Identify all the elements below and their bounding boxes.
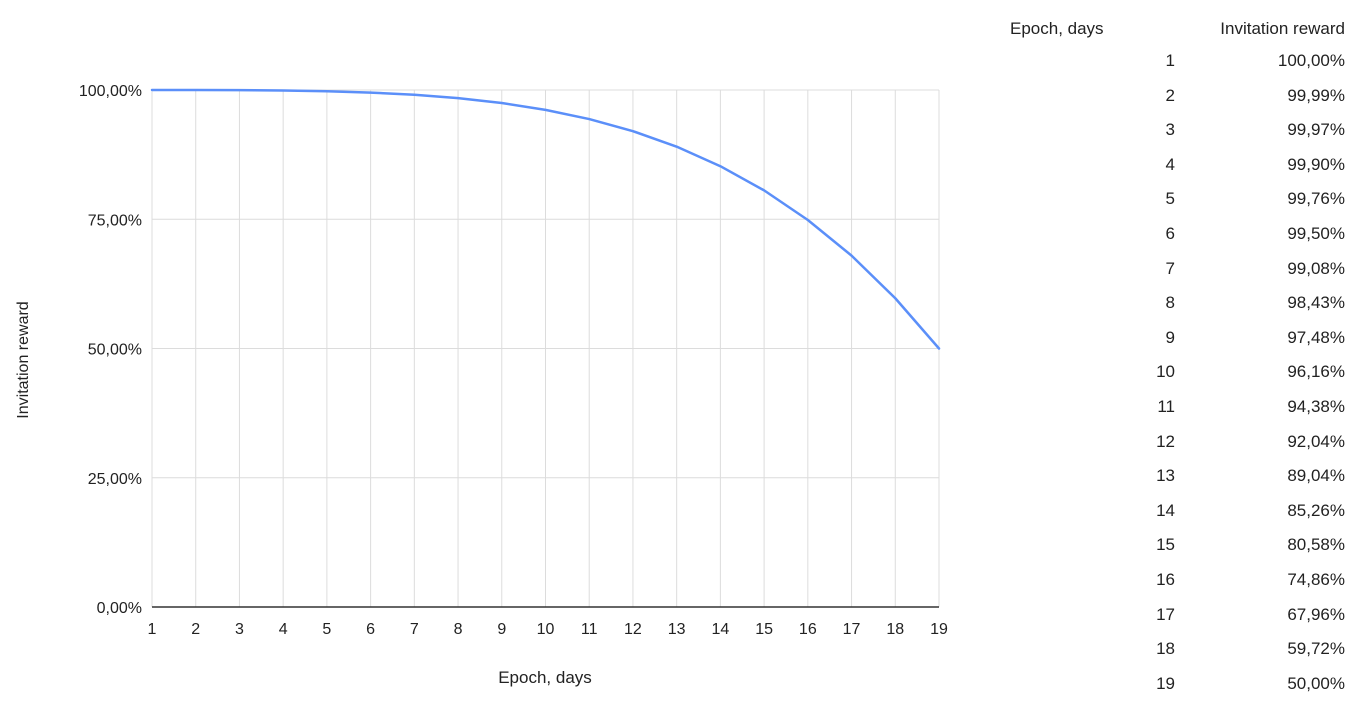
table-row: 10 96,16% xyxy=(1000,355,1345,390)
cell-epoch: 14 xyxy=(1156,500,1175,520)
table-row: 19 50,00% xyxy=(1000,667,1345,702)
table-row: 18 59,72% xyxy=(1000,632,1345,667)
cell-epoch: 19 xyxy=(1156,673,1175,693)
table-row: 17 67,96% xyxy=(1000,598,1345,633)
cell-reward: 99,76% xyxy=(1287,189,1345,209)
cell-epoch: 18 xyxy=(1156,639,1175,659)
table-row: 12 92,04% xyxy=(1000,425,1345,460)
cell-epoch: 12 xyxy=(1156,431,1175,451)
cell-reward: 99,99% xyxy=(1287,85,1345,105)
header-epoch: Epoch, days xyxy=(1010,19,1104,38)
y-tick-label: 25,00% xyxy=(88,471,142,488)
table-row: 5 99,76% xyxy=(1000,182,1345,217)
table-row: 13 89,04% xyxy=(1000,459,1345,494)
x-tick-label: 16 xyxy=(799,621,817,638)
x-tick-label: 6 xyxy=(366,621,375,638)
cell-reward: 99,97% xyxy=(1287,120,1345,140)
y-tick-label: 0,00% xyxy=(97,600,142,617)
table-row: 15 80,58% xyxy=(1000,528,1345,563)
x-tick-label: 3 xyxy=(235,621,244,638)
cell-reward: 59,72% xyxy=(1287,639,1345,659)
grid-lines xyxy=(151,89,940,607)
line-chart: 0,00%25,00%50,00%75,00%100,00%1 2 3 4 5 6 7 8 9 1… xyxy=(15,83,948,687)
x-tick-label: 13 xyxy=(668,621,686,638)
cell-epoch: 5 xyxy=(1165,189,1175,209)
x-axis-label: Epoch, days xyxy=(498,668,592,687)
x-tick-label: 7 xyxy=(410,621,419,638)
cell-epoch: 3 xyxy=(1165,120,1175,140)
x-tick-label: 10 xyxy=(537,621,555,638)
cell-reward: 98,43% xyxy=(1287,293,1345,313)
data-table-panel: Epoch, days Invitation reward 1 100,00% 2 9… xyxy=(1000,14,1345,701)
cell-epoch: 16 xyxy=(1156,569,1175,589)
table-row: 6 99,50% xyxy=(1000,217,1345,252)
cell-epoch: 4 xyxy=(1165,154,1175,174)
cell-epoch: 1 xyxy=(1165,51,1175,70)
cell-reward: 97,48% xyxy=(1287,327,1345,347)
cell-reward: 94,38% xyxy=(1287,396,1345,416)
table-row: 11 94,38% xyxy=(1000,390,1345,425)
x-tick-label: 2 xyxy=(191,621,200,638)
cell-reward: 100,00% xyxy=(1277,51,1345,70)
cell-epoch: 15 xyxy=(1156,535,1175,555)
table-row: 9 97,48% xyxy=(1000,321,1345,356)
y-tick-label: 100,00% xyxy=(79,83,142,100)
cell-epoch: 2 xyxy=(1165,85,1175,105)
table-row: 1 100,00% xyxy=(1000,44,1345,79)
series-invitation-reward xyxy=(150,88,941,350)
table-row: 4 99,90% xyxy=(1000,148,1345,183)
cell-reward: 96,16% xyxy=(1287,362,1345,382)
table-row: 8 98,43% xyxy=(1000,286,1345,321)
cell-reward: 74,86% xyxy=(1287,569,1345,589)
data-table: Epoch, days Invitation reward 1 100,00% 2 9… xyxy=(1000,14,1345,701)
x-tick-label: 4 xyxy=(279,621,288,638)
x-tick-label: 5 xyxy=(322,621,331,638)
y-axis-label: Invitation reward xyxy=(15,301,32,418)
table-body: 1 100,00% 2 99,99% 3 99,97% 4 99,90% 5 99,76% 6 99,… xyxy=(1000,44,1345,701)
cell-epoch: 17 xyxy=(1156,604,1175,624)
cell-epoch: 6 xyxy=(1165,223,1175,243)
x-tick-label: 9 xyxy=(497,621,506,638)
cell-epoch: 13 xyxy=(1156,466,1175,486)
y-tick-label: 50,00% xyxy=(88,342,142,359)
tick-labels: 0,00%25,00%50,00%75,00%100,00%1 2 3 4 5 6 7 8 9 1… xyxy=(79,83,948,638)
cell-epoch: 7 xyxy=(1165,258,1175,278)
y-tick-label: 75,00% xyxy=(88,212,142,229)
cell-reward: 50,00% xyxy=(1287,673,1345,693)
header-reward: Invitation reward xyxy=(1220,19,1345,38)
table-row: 16 74,86% xyxy=(1000,563,1345,598)
x-tick-label: 1 xyxy=(148,621,157,638)
x-tick-label: 8 xyxy=(454,621,463,638)
cell-reward: 67,96% xyxy=(1287,604,1345,624)
cell-epoch: 11 xyxy=(1157,396,1175,416)
table-row: 2 99,99% xyxy=(1000,79,1345,114)
cell-reward: 85,26% xyxy=(1287,500,1345,520)
cell-reward: 99,90% xyxy=(1287,154,1345,174)
table-row: 7 99,08% xyxy=(1000,252,1345,287)
cell-epoch: 9 xyxy=(1165,327,1175,347)
cell-reward: 80,58% xyxy=(1287,535,1345,555)
cell-reward: 99,50% xyxy=(1287,223,1345,243)
table-header-row: Epoch, days Invitation reward xyxy=(1000,14,1345,44)
cell-epoch: 10 xyxy=(1156,362,1175,382)
x-tick-label: 19 xyxy=(930,621,948,638)
cell-reward: 92,04% xyxy=(1287,431,1345,451)
table-row: 3 99,97% xyxy=(1000,113,1345,148)
x-tick-label: 17 xyxy=(843,621,861,638)
table-row: 14 85,26% xyxy=(1000,494,1345,529)
x-tick-label: 18 xyxy=(886,621,904,638)
cell-epoch: 8 xyxy=(1165,293,1175,313)
x-tick-label: 12 xyxy=(624,621,642,638)
cell-reward: 99,08% xyxy=(1287,258,1345,278)
cell-reward: 89,04% xyxy=(1287,466,1345,486)
x-tick-label: 11 xyxy=(581,621,598,638)
x-tick-label: 15 xyxy=(755,621,773,638)
x-tick-label: 14 xyxy=(711,621,729,638)
